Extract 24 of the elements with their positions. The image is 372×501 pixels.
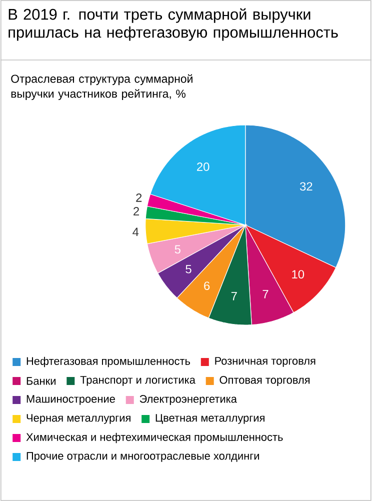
data-label: 5: [186, 264, 192, 274]
data-label: 10: [292, 270, 304, 279]
legend-label: Оптовая торговля: [220, 376, 310, 386]
legend-label: Электроэнергетика: [140, 395, 238, 405]
chart-title: В 2019 г. почти треть суммарной выручки пришлась на нефтегазовую промышленность: [8, 8, 338, 41]
data-label: 7: [262, 290, 268, 298]
legend-label: Черная металлургия: [26, 414, 131, 424]
data-label: 4: [132, 228, 139, 236]
legend-label: Нефтегазовая промышленность: [27, 356, 190, 368]
legend-label: Цветная металлургия: [156, 414, 265, 424]
legend-label: Розничная торговля: [215, 357, 316, 367]
data-label: 2: [136, 193, 142, 202]
data-label: 2: [134, 207, 140, 216]
legend-label: Банки: [27, 377, 56, 385]
legend-label: Машиностроение: [27, 395, 116, 405]
data-label: 6: [204, 282, 210, 290]
legend-label: Химическая и нефтехимическая промышленность: [26, 432, 283, 444]
legend-label: Транспорт и логистика: [80, 376, 196, 386]
data-label: 20: [197, 162, 210, 171]
legend-label: Прочие отрасли и многоотраслевые холдинги: [26, 452, 260, 462]
data-label: 32: [300, 182, 312, 191]
data-label: 5: [174, 245, 181, 254]
data-label: 7: [232, 292, 237, 300]
chart-subtitle: Отраслевая структура суммарной выручки участников рейтинга, %: [11, 74, 192, 100]
